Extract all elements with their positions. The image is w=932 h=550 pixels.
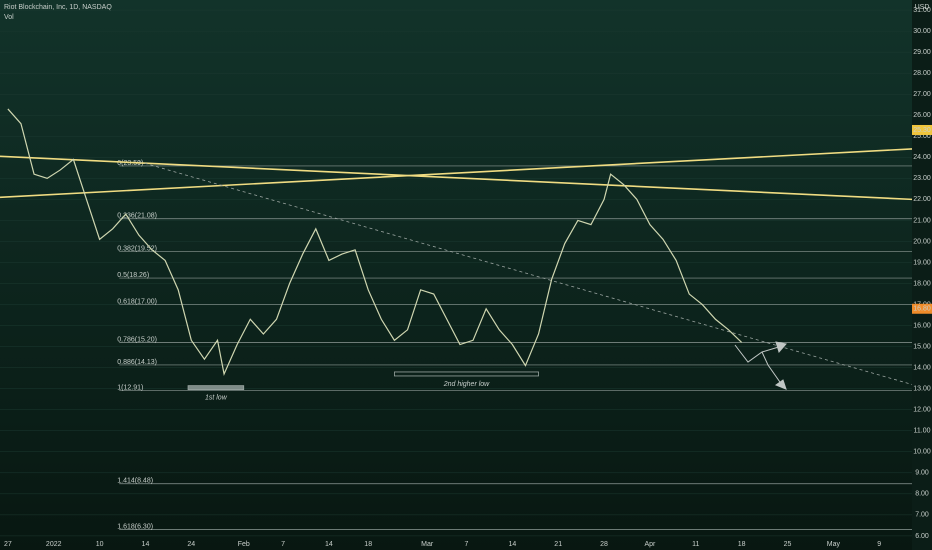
x-tick-label: 28 bbox=[600, 541, 608, 548]
fib-label: 1.414(8.48) bbox=[117, 478, 153, 485]
fib-label: 1(12.91) bbox=[117, 384, 143, 391]
fib-label: 0.786(15.20) bbox=[117, 336, 157, 343]
x-tick-label: May bbox=[827, 541, 841, 548]
y-tick-label: 15.00 bbox=[913, 343, 931, 350]
trendline bbox=[138, 161, 913, 385]
x-tick-label: 7 bbox=[281, 541, 285, 548]
x-tick-label: 7 bbox=[465, 541, 469, 548]
fib-label: 0(23.59) bbox=[117, 160, 143, 167]
support-zone bbox=[187, 385, 245, 391]
arrow-head bbox=[774, 379, 787, 390]
x-tick-label: 10 bbox=[96, 541, 104, 548]
y-tick-label: 6.00 bbox=[915, 533, 929, 540]
y-tick-label: 24.00 bbox=[913, 154, 931, 161]
x-tick-label: 27 bbox=[4, 541, 12, 548]
y-tick-label: 8.00 bbox=[915, 491, 929, 498]
projection-up bbox=[734, 344, 783, 363]
x-tick-label: 2022 bbox=[46, 541, 62, 548]
trendline bbox=[0, 148, 913, 199]
y-tick-label: 10.00 bbox=[913, 449, 931, 456]
y-tick-label: 9.00 bbox=[915, 470, 929, 477]
support-zone bbox=[394, 371, 539, 377]
y-tick-label: 19.00 bbox=[913, 259, 931, 266]
plot-bg bbox=[0, 0, 912, 550]
x-tick-label: Mar bbox=[421, 541, 434, 548]
support-label: 1st low bbox=[205, 394, 228, 401]
y-tick-label: 20.00 bbox=[913, 238, 931, 245]
y-tick-label: 11.00 bbox=[914, 428, 931, 435]
y-tick-label: 22.00 bbox=[913, 196, 931, 203]
price-tag-label: 25.30 bbox=[913, 127, 931, 134]
y-tick-label: 29.00 bbox=[913, 49, 931, 56]
x-tick-label: 21 bbox=[554, 541, 562, 548]
x-tick-label: 24 bbox=[187, 541, 195, 548]
y-tick-label: 31.00 bbox=[913, 7, 931, 14]
x-tick-label: 14 bbox=[508, 541, 516, 548]
x-tick-label: 14 bbox=[142, 541, 150, 548]
x-tick-label: 25 bbox=[784, 541, 792, 548]
unit: USD bbox=[915, 4, 930, 11]
y-tick-label: 12.00 bbox=[913, 407, 931, 414]
y-tick-label: 21.00 bbox=[913, 217, 931, 224]
y-tick-label: 23.00 bbox=[913, 175, 931, 182]
price-line bbox=[7, 108, 743, 376]
price-tag-label: 16.80 bbox=[913, 306, 931, 313]
fib-label: 1.618(6.30) bbox=[117, 523, 153, 530]
projection-down bbox=[761, 351, 783, 386]
fib-label: 0.886(14.13) bbox=[117, 359, 157, 366]
fib-label: 0.5(18.26) bbox=[117, 272, 149, 279]
support-label: 2nd higher low bbox=[443, 381, 490, 388]
fib-label: 0.382(19.52) bbox=[117, 245, 157, 252]
y-tick-label: 25.00 bbox=[913, 133, 931, 140]
x-tick-label: 14 bbox=[325, 541, 333, 548]
y-tick-label: 18.00 bbox=[913, 280, 931, 287]
y-tick-label: 26.00 bbox=[913, 112, 931, 119]
y-tick-label: 14.00 bbox=[913, 364, 931, 371]
y-tick-label: 16.00 bbox=[913, 322, 931, 329]
arrow-head bbox=[775, 341, 787, 354]
price-tag bbox=[912, 303, 932, 314]
x-tick-label: Feb bbox=[238, 541, 250, 548]
x-tick-label: 9 bbox=[877, 541, 881, 548]
x-tick-label: 18 bbox=[738, 541, 746, 548]
x-tick-label: Apr bbox=[644, 541, 656, 548]
projection-arrows bbox=[734, 341, 787, 390]
trendline bbox=[0, 155, 913, 201]
y-tick-label: 27.00 bbox=[913, 91, 931, 98]
fib-label: 0.236(21.08) bbox=[117, 213, 157, 220]
price-tag bbox=[912, 124, 932, 135]
y-tick-label: 13.00 bbox=[913, 386, 931, 393]
fib-label: 0.618(17.00) bbox=[117, 298, 157, 305]
subtitle: Vol bbox=[4, 14, 14, 21]
axis-bg bbox=[912, 0, 932, 550]
y-tick-label: 28.00 bbox=[913, 70, 931, 77]
x-tick-label: 11 bbox=[692, 541, 699, 548]
y-tick-label: 30.00 bbox=[913, 28, 931, 35]
chart-title: Riot Blockchain, Inc, 1D, NASDAQ bbox=[4, 4, 112, 11]
y-tick-label: 7.00 bbox=[915, 512, 929, 519]
x-tick-label: 18 bbox=[364, 541, 372, 548]
